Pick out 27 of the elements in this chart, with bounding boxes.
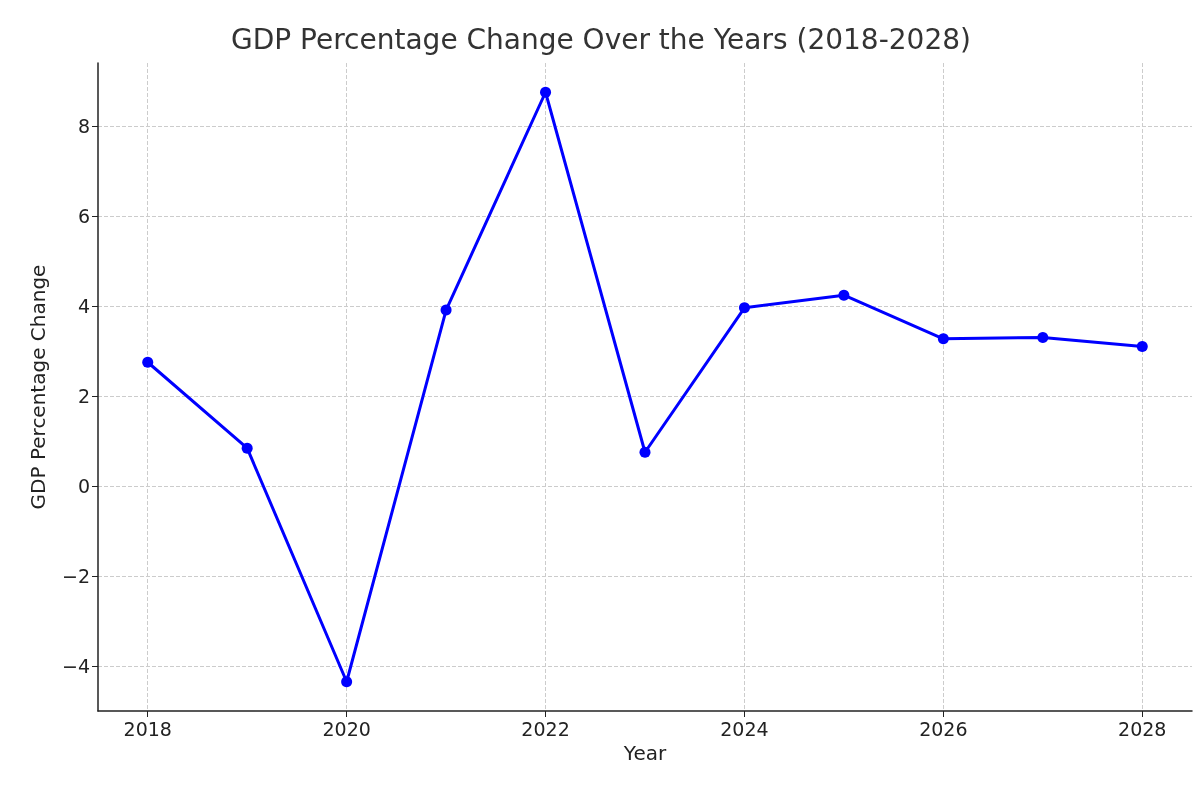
x-tick-label: 2018 xyxy=(123,717,172,740)
y-tick-label: 6 xyxy=(77,205,90,227)
point xyxy=(1037,332,1049,343)
x-axis-title: Year xyxy=(622,741,667,765)
point xyxy=(142,356,154,368)
x-tick-label: 2024 xyxy=(720,717,769,740)
x-tick-label: 2020 xyxy=(322,717,371,740)
x-tick-label: 2022 xyxy=(521,717,570,740)
y-tick-label: −4 xyxy=(61,655,90,677)
point xyxy=(540,86,552,98)
point xyxy=(937,333,949,345)
point xyxy=(639,446,651,458)
x-tick-label: 2026 xyxy=(919,717,968,740)
y-tick-label: 2 xyxy=(77,385,90,407)
point xyxy=(341,676,353,688)
y-tick-label: 0 xyxy=(77,475,90,497)
y-tick-label: 4 xyxy=(77,295,90,317)
point xyxy=(1136,341,1148,352)
x-tick-label: 2028 xyxy=(1118,717,1167,740)
chart-title: GDP Percentage Change Over the Years (2018-2028) xyxy=(231,22,971,56)
point xyxy=(440,304,452,316)
point xyxy=(738,302,750,314)
y-tick-label: 8 xyxy=(77,115,90,137)
point xyxy=(838,289,850,301)
y-tick-label: −2 xyxy=(61,565,90,587)
y-axis-title: GDP Percentage Change xyxy=(26,264,50,510)
point xyxy=(241,442,253,454)
